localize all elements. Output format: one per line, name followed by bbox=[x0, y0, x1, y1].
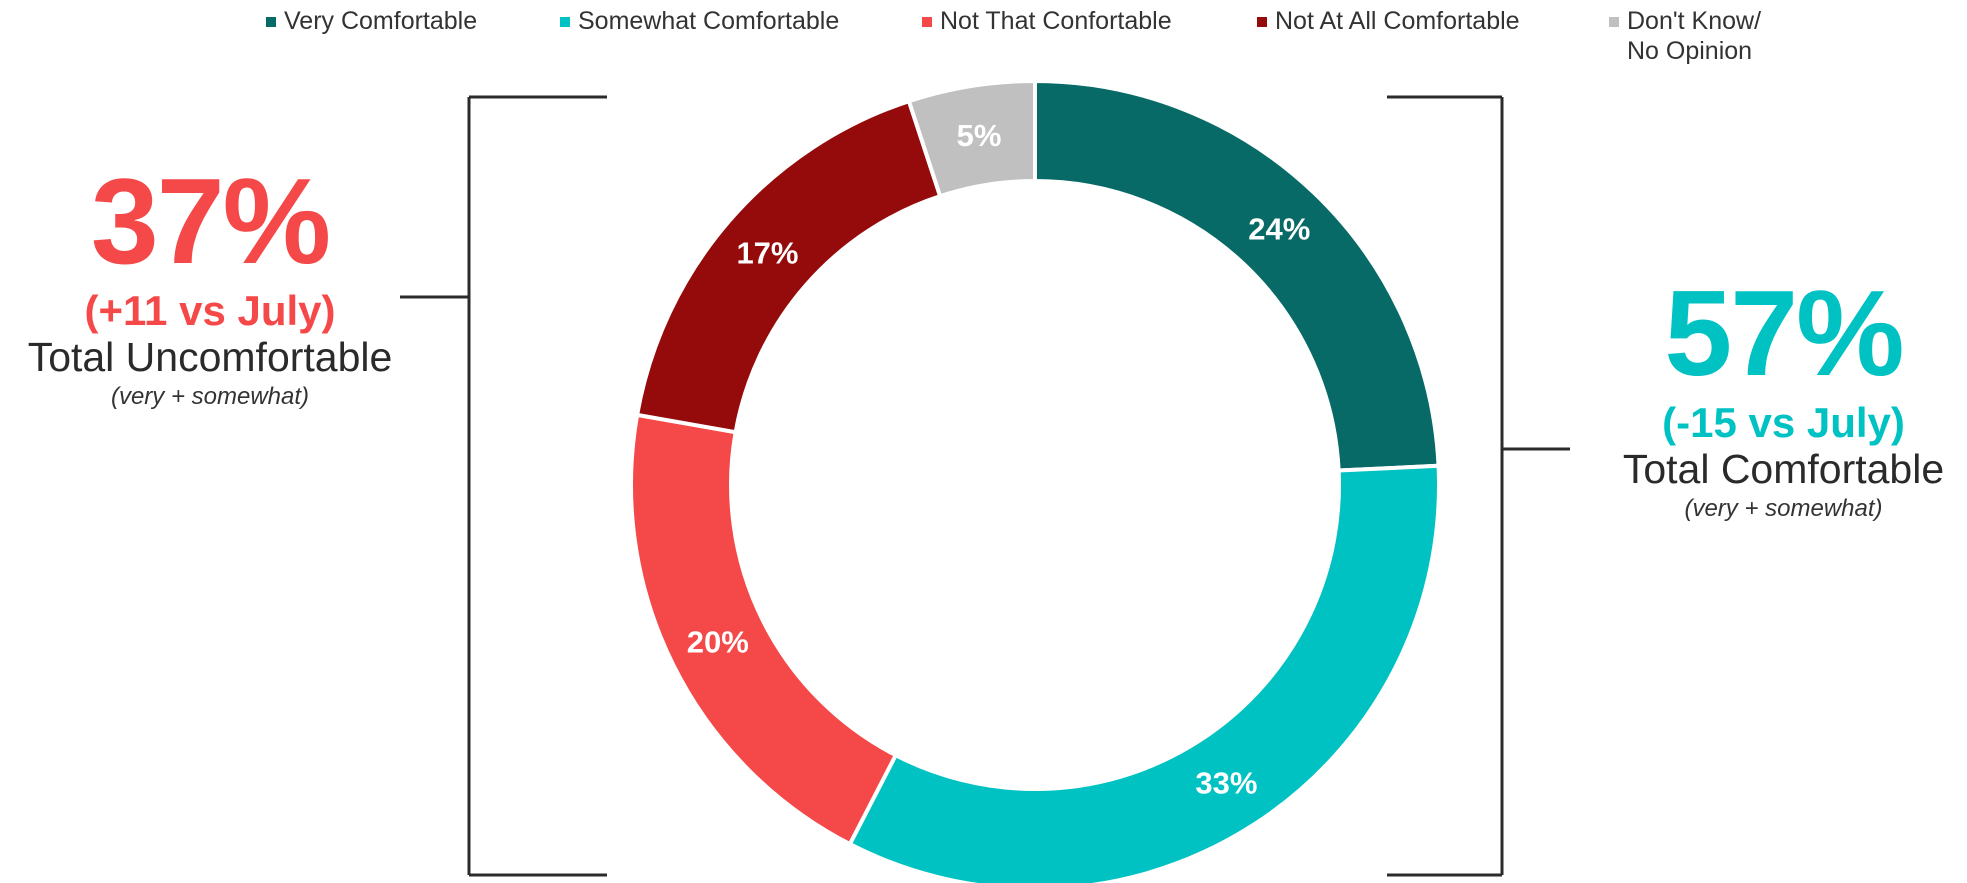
legend-label: Very Comfortable bbox=[284, 7, 478, 35]
legend-label: Not At All Comfortable bbox=[1275, 7, 1520, 35]
donut-slices bbox=[629, 78, 1441, 883]
uncomfortable-total-percent: 37% bbox=[90, 153, 331, 289]
donut-slice bbox=[629, 412, 899, 847]
comfortable-delta: (-15 vs July) bbox=[1662, 399, 1905, 446]
legend-label: Don't Know/ No Opinion bbox=[1627, 7, 1762, 65]
donut-slice bbox=[906, 78, 1037, 199]
slice-data-label: 5% bbox=[957, 118, 1002, 153]
legend-swatch bbox=[922, 17, 932, 27]
uncomfortable-delta: (+11 vs July) bbox=[84, 287, 336, 334]
donut-slice-labels: 24% 33% 20% 17% 5% bbox=[687, 118, 1311, 800]
legend-swatch bbox=[266, 17, 276, 27]
slice-data-label: 17% bbox=[736, 236, 798, 271]
slice-data-label: 20% bbox=[687, 625, 749, 660]
comfortable-label: Total Comfortable bbox=[1622, 446, 1945, 493]
slice-data-label: 33% bbox=[1195, 765, 1257, 800]
legend-swatch bbox=[1257, 17, 1267, 27]
legend-swatch bbox=[560, 17, 570, 27]
comfortable-callout: 57% (-15 vs July) Total Comfortable (ver… bbox=[1600, 272, 1967, 525]
legend-swatch bbox=[1609, 17, 1619, 27]
uncomfortable-callout: 37% (+11 vs July) Total Uncomfortable (v… bbox=[0, 160, 420, 413]
donut-slice bbox=[1033, 78, 1441, 473]
chart-legend: Very Comfortable Somewhat Comfortable Not … bbox=[0, 6, 1967, 66]
uncomfortable-label: Total Uncomfortable bbox=[27, 334, 393, 381]
legend-item: Not At All Comfortable bbox=[1257, 6, 1520, 36]
legend-item: Not That Confortable bbox=[922, 6, 1172, 36]
legend-label: Somewhat Comfortable bbox=[578, 7, 840, 35]
slice-data-label: 24% bbox=[1248, 211, 1310, 246]
legend-item: Don't Know/ No Opinion bbox=[1609, 6, 1761, 66]
comfortable-total-percent: 57% bbox=[1664, 265, 1904, 401]
comfortable-sublabel: (very + somewhat) bbox=[1684, 495, 1883, 523]
legend-item: Very Comfortable bbox=[266, 6, 477, 36]
donut-slice bbox=[847, 463, 1441, 883]
uncomfortable-sublabel: (very + somewhat) bbox=[110, 383, 310, 411]
legend-item: Somewhat Comfortable bbox=[560, 6, 839, 36]
legend-label: Not That Confortable bbox=[940, 7, 1172, 35]
brackets bbox=[400, 95, 1570, 877]
